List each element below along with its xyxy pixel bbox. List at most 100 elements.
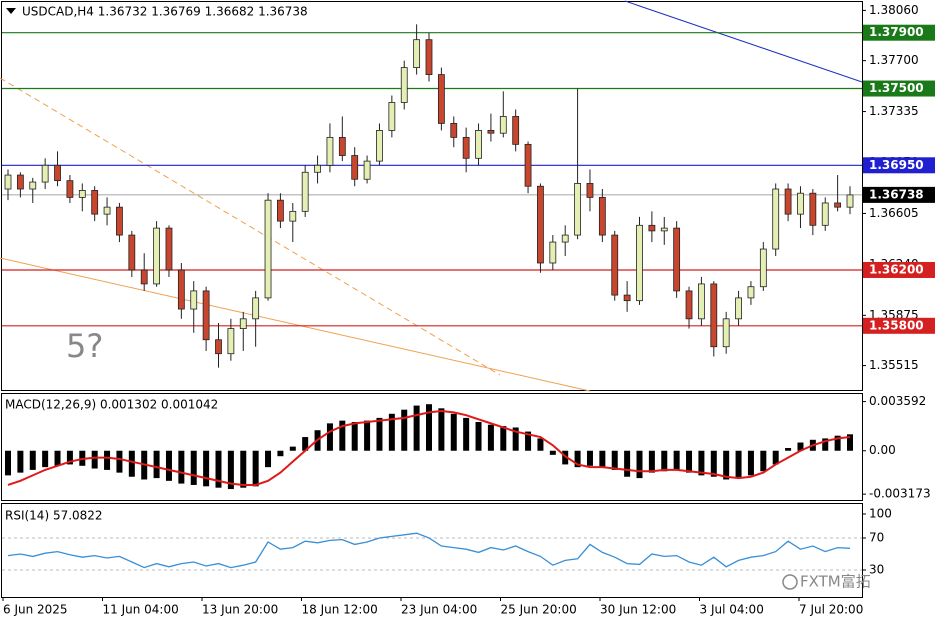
- macd-bar: [240, 450, 247, 488]
- candle-body: [673, 227, 681, 292]
- candle-body: [190, 290, 198, 310]
- macd-bar: [562, 450, 569, 465]
- macd-bar: [611, 450, 618, 470]
- macd-bar: [698, 450, 705, 476]
- candle-body: [561, 234, 569, 243]
- macd-bar: [673, 450, 680, 470]
- candle-body: [524, 143, 532, 187]
- candle-body: [722, 318, 730, 348]
- y-tick-label: 1.35515: [869, 358, 919, 372]
- candle-body: [227, 328, 235, 355]
- candle-body: [264, 199, 272, 299]
- macd-bar: [636, 450, 643, 479]
- macd-bar: [525, 431, 532, 451]
- macd-bar: [351, 422, 358, 451]
- macd-bar: [686, 450, 693, 473]
- candle-body: [499, 116, 507, 134]
- candle-body: [586, 183, 594, 198]
- macd-bar: [215, 450, 222, 488]
- candle-body: [66, 180, 74, 198]
- candle-body: [351, 155, 359, 180]
- x-tick-label: 13 Jun 20:00: [202, 603, 278, 617]
- candle-body: [698, 283, 705, 320]
- macd-bar: [512, 427, 519, 451]
- candle-body: [54, 164, 61, 182]
- candle-body: [177, 269, 185, 310]
- level-box: [863, 157, 935, 174]
- macd-bar: [203, 450, 210, 487]
- macd-bar: [42, 450, 49, 468]
- rsi-title: RSI(14) 57.0822: [5, 509, 103, 523]
- macd-bar: [487, 424, 494, 451]
- level-label: 1.36738: [869, 187, 924, 201]
- plot-layer: [2, 24, 862, 571]
- chart-title: USDCAD,H4 1.36732 1.36769 1.36682 1.3673…: [22, 5, 308, 19]
- macd-bar: [326, 423, 333, 451]
- candle-body: [636, 224, 643, 302]
- candle-body: [202, 290, 210, 341]
- candle-body: [289, 210, 297, 222]
- macd-bar: [822, 438, 829, 451]
- y-tick-label: 70: [869, 531, 884, 545]
- candle-body: [759, 248, 767, 288]
- y-tick-label: 1.37335: [869, 104, 919, 118]
- macd-bar: [153, 450, 160, 479]
- level-box: [863, 186, 935, 203]
- candle-body: [116, 206, 123, 236]
- macd-bar: [624, 450, 631, 477]
- candle-body: [549, 241, 557, 264]
- candle-body: [475, 130, 482, 159]
- macd-bar: [388, 413, 395, 451]
- macd-bar: [401, 409, 408, 451]
- candle-body: [735, 297, 742, 320]
- candle-body: [128, 234, 136, 271]
- candle-body: [16, 174, 24, 190]
- macd-bar: [227, 450, 234, 490]
- macd-bar: [760, 450, 767, 472]
- x-tick-label: 11 Jun 04:00: [103, 603, 179, 617]
- macd-bar: [265, 450, 272, 468]
- candle-body: [301, 171, 309, 212]
- level-box: [863, 261, 935, 278]
- macd-bar: [785, 448, 792, 451]
- macd-bar: [797, 442, 804, 451]
- macd-bar: [574, 450, 581, 468]
- x-tick-label: 7 Jul 20:00: [799, 603, 863, 617]
- candle-body: [376, 130, 383, 162]
- x-tick-label: 3 Jul 04:00: [700, 603, 764, 617]
- candle-body: [648, 224, 656, 232]
- candle-body: [710, 283, 718, 348]
- macd-bar: [475, 422, 482, 451]
- macd-bar: [834, 435, 841, 451]
- level-label: 1.36200: [869, 262, 924, 276]
- macd-bar: [426, 404, 432, 451]
- macd-title: MACD(12,26,9) 0.001302 0.001042: [5, 398, 218, 412]
- macd-bar: [450, 413, 457, 451]
- macd-bar: [364, 420, 371, 451]
- signal-line: [7, 410, 851, 486]
- candle-body: [314, 164, 321, 173]
- macd-bar: [847, 434, 853, 451]
- macd-bar: [710, 450, 717, 477]
- candle-body: [277, 199, 284, 222]
- candle-body: [413, 39, 421, 68]
- candle-body: [685, 290, 693, 320]
- macd-bar: [500, 426, 507, 451]
- y-tick-label: 1.36605: [869, 206, 919, 220]
- candle-body: [512, 116, 520, 145]
- candle-body: [846, 194, 854, 208]
- trend-line: [624, 0, 863, 83]
- x-tick-label: 25 Jun 20:00: [501, 603, 577, 617]
- candle-body: [165, 227, 173, 271]
- candle-body: [388, 102, 396, 131]
- y-tick-label: 0.00: [869, 443, 896, 457]
- candle-body: [153, 227, 160, 285]
- macd-bar: [413, 405, 420, 451]
- candle-body: [103, 206, 111, 215]
- macd-bar: [252, 450, 259, 487]
- candle-body: [537, 185, 544, 264]
- x-tick-label: 30 Jun 12:00: [600, 603, 676, 617]
- candle-body: [437, 74, 445, 124]
